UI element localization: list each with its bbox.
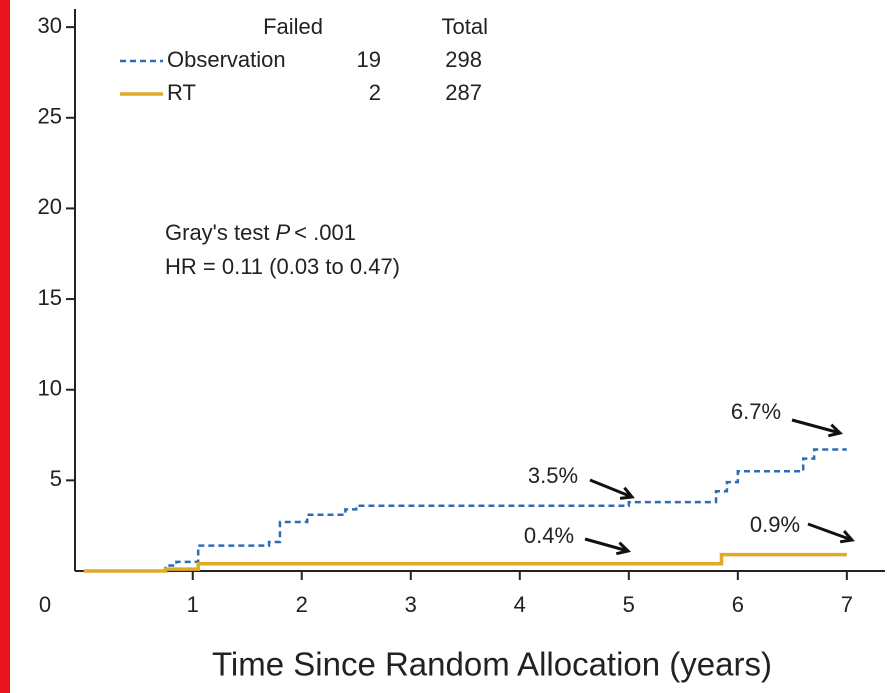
x-tick-label: 3 (405, 592, 417, 617)
annotation-arrowhead (619, 486, 635, 500)
y-tick-label: 5 (50, 466, 62, 491)
legend-header: Total (442, 14, 488, 39)
x-tick-label: 2 (296, 592, 308, 617)
legend-failed: 19 (357, 47, 381, 72)
y-tick-label: 30 (38, 13, 62, 38)
annotation-arrow (791, 418, 841, 435)
x-tick-label: 6 (732, 592, 744, 617)
left-border (0, 0, 10, 693)
legend-header: Failed (263, 14, 323, 39)
stats-test: Gray's test (165, 220, 269, 245)
stats-hr: HR = 0.11 (0.03 to 0.47) (165, 254, 400, 279)
x-tick-label: 7 (841, 592, 853, 617)
legend-label: Observation (167, 47, 286, 72)
y-tick-label: 20 (38, 194, 62, 219)
annotation-arrow (589, 478, 633, 499)
y-tick-label: 10 (38, 376, 62, 401)
stats-p-value: < .001 (294, 220, 356, 245)
legend-failed: 2 (369, 80, 381, 105)
annotation-arrow (584, 537, 629, 553)
annotation-arrowhead (827, 423, 844, 438)
annotation-arrowhead (839, 530, 855, 544)
legend-total: 287 (445, 80, 482, 105)
annotation: 0.9% (750, 512, 800, 537)
y-tick-label: 15 (38, 285, 62, 310)
x-axis-label: Time Since Random Allocation (years) (212, 646, 772, 683)
series-line (83, 552, 847, 573)
y-tick-label: 25 (38, 104, 62, 129)
annotation: 3.5% (528, 463, 578, 488)
x-tick-label: 1 (187, 592, 199, 617)
y-tick-label: 0 (39, 592, 51, 617)
stats-text: Gray's test P < .001 (165, 220, 356, 245)
stats-p: P (275, 220, 290, 245)
x-tick-label: 5 (623, 592, 635, 617)
annotation: 0.4% (524, 523, 574, 548)
legend-total: 298 (445, 47, 482, 72)
annotation: 6.7% (731, 399, 781, 424)
series-line (83, 448, 847, 573)
legend-label: RT (167, 80, 196, 105)
annotation-arrow (807, 522, 853, 542)
x-tick-label: 4 (514, 592, 526, 617)
annotation-arrowhead (615, 541, 632, 556)
